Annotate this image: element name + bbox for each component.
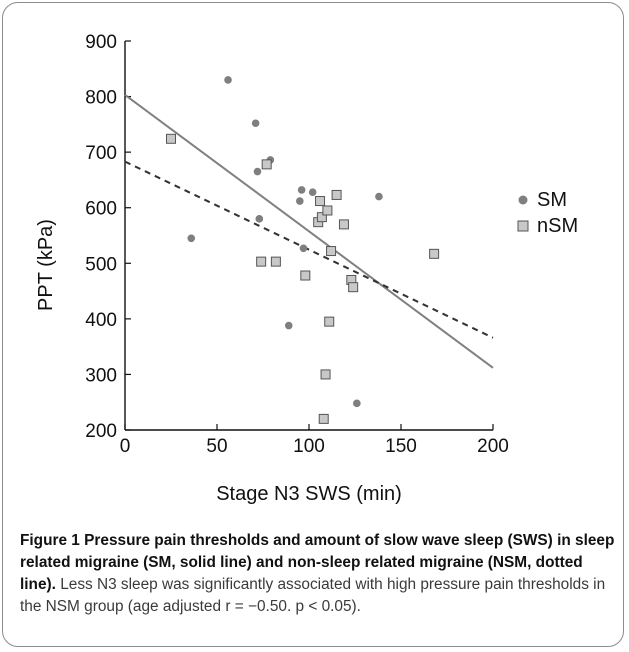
point-nsm	[256, 256, 267, 267]
point-nsm	[318, 413, 329, 424]
point-sm	[299, 244, 308, 253]
point-nsm	[261, 159, 272, 170]
y-tick-label: 700	[85, 143, 117, 164]
point-nsm	[348, 282, 359, 293]
point-sm	[353, 399, 361, 408]
chart-axes: 0 50 100 150 200 200 300 400 500 600 700 800 900	[85, 32, 509, 457]
fit-line-nsm	[124, 160, 494, 339]
point-nsm	[338, 219, 349, 230]
point-nsm	[322, 205, 333, 216]
figure-frame	[2, 2, 624, 647]
y-tick-label: 200	[85, 421, 117, 442]
point-sm	[297, 186, 306, 194]
point-nsm	[326, 246, 337, 257]
y-tick-label: 300	[85, 365, 117, 386]
caption-title: Figure 1 Pressure pain thresholds and am…	[20, 532, 615, 593]
fit-lines	[124, 94, 494, 369]
x-tick-label: 100	[293, 436, 325, 457]
point-nsm	[316, 212, 327, 223]
legend-label-nsm: nSM	[537, 215, 578, 237]
point-sm	[253, 167, 262, 176]
point-sm	[375, 192, 383, 201]
point-nsm	[315, 196, 326, 207]
point-sm	[255, 215, 264, 223]
x-tick-label: 50	[206, 436, 227, 457]
point-sm	[296, 197, 304, 205]
fit-line-sm	[124, 94, 494, 369]
legend-label-sm: SM	[537, 189, 567, 211]
point-nsm	[270, 256, 281, 267]
legend-marker-nsm	[517, 220, 529, 232]
point-nsm	[324, 316, 335, 327]
x-tick-label: 0	[120, 436, 131, 457]
point-sm	[284, 321, 293, 330]
y-tick-label: 900	[85, 32, 117, 53]
legend-marker-sm	[518, 195, 528, 205]
chart-legend: SM nSM	[517, 189, 578, 237]
data-points	[166, 76, 440, 424]
x-tick-label: 150	[385, 436, 417, 457]
y-tick-label: 600	[85, 199, 117, 220]
point-sm	[187, 234, 196, 243]
point-nsm	[429, 248, 440, 259]
scatter-chart: 0 50 100 150 200 200 300 400 500 600 700 800 900 SM n…	[35, 32, 578, 505]
point-sm	[224, 76, 232, 84]
point-nsm	[300, 270, 311, 281]
y-tick-label: 800	[85, 88, 117, 109]
point-nsm	[320, 369, 331, 380]
y-axis-title: PPT (kPa)	[35, 219, 57, 311]
x-tick-label: 200	[477, 436, 509, 457]
point-nsm	[166, 133, 176, 144]
y-tick-label: 500	[85, 254, 117, 275]
x-axis-title: Stage N3 SWS (min)	[216, 483, 402, 505]
y-tick-label: 400	[85, 310, 117, 331]
caption-text: Less N3 sleep was significantly associat…	[20, 576, 606, 615]
point-sm	[308, 188, 317, 196]
figure-caption: Figure 1 Pressure pain thresholds and am…	[20, 530, 616, 618]
point-nsm	[331, 189, 342, 200]
point-sm	[251, 119, 260, 128]
